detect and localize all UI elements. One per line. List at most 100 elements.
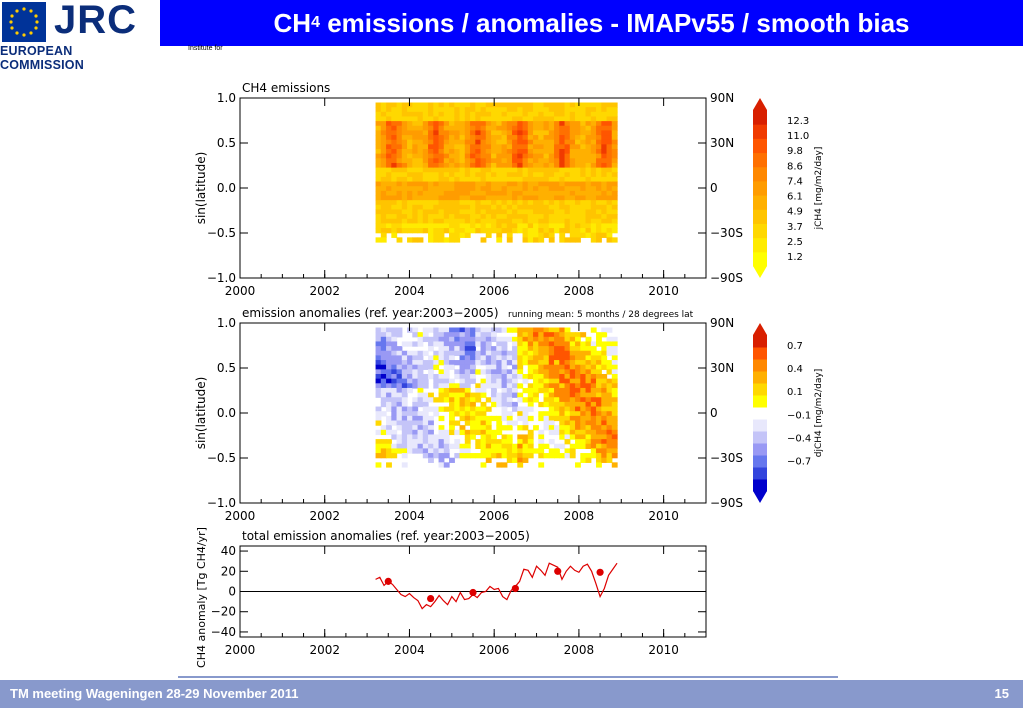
anom-field-cell <box>412 360 419 366</box>
anom-field-cell <box>580 453 587 459</box>
anom-field-cell <box>512 387 518 394</box>
emis-field-cell <box>601 144 608 150</box>
anom-field-cell <box>596 425 602 431</box>
emis-field-cell <box>538 223 545 229</box>
emis-field-cell <box>417 153 424 159</box>
emis-field-cell <box>575 158 581 164</box>
emis-colorbar-label: 6.1 <box>787 192 803 203</box>
anom-field-cell <box>517 364 524 370</box>
emis-field-cell <box>407 218 413 224</box>
anom-field-cell <box>506 434 513 440</box>
anom-field-cell <box>401 355 408 361</box>
anom-field-cell <box>375 420 382 426</box>
anom-field-cell <box>412 406 419 412</box>
emis-field-cell <box>443 130 450 136</box>
emis-field-cell <box>386 158 392 164</box>
emis-field-cell <box>501 176 508 183</box>
anom-field-cell <box>401 406 408 412</box>
emis-field-cell <box>412 144 419 150</box>
slide-title: CH 4 emissions / anomalies - IMAPv55 / sm… <box>160 0 1023 46</box>
emis-field-cell <box>464 135 471 141</box>
anom-field-cell <box>464 341 471 347</box>
emis-field-cell <box>501 228 508 234</box>
anom-field-cell <box>596 401 602 408</box>
emis-field-cell <box>475 204 482 211</box>
emis-field-cell <box>554 200 560 206</box>
emis-field-cell <box>438 214 445 220</box>
anom-field-cell <box>559 420 566 426</box>
anom-field-cell <box>433 434 440 440</box>
emis-field-cell <box>386 228 392 234</box>
emis-field-cell <box>422 200 429 206</box>
emis-field-cell <box>475 209 482 215</box>
emis-field-cell <box>538 237 545 243</box>
anom-field-cell <box>506 360 513 366</box>
anom-field-cell <box>580 429 587 436</box>
anom-field-cell <box>438 346 445 352</box>
emis-field-cell <box>417 218 424 224</box>
emis-field-cell <box>412 139 419 145</box>
emis-field-cell <box>548 228 555 234</box>
emis-field-cell <box>506 232 513 238</box>
emis-field-cell <box>480 204 487 211</box>
emis-field-cell <box>454 228 461 234</box>
anom-field-cell <box>433 411 440 417</box>
emis-field-cell <box>449 130 455 136</box>
emis-field-cell <box>522 209 529 215</box>
emis-field-cell <box>564 125 571 131</box>
anom-field-cell <box>585 355 592 361</box>
anom-field-cell <box>543 392 550 398</box>
anom-field-cell <box>433 360 440 366</box>
emis-field-cell <box>449 204 455 211</box>
emis-field-cell <box>569 181 576 187</box>
anom-field-cell <box>407 406 413 412</box>
anom-field-cell <box>396 439 403 445</box>
emis-colorbar-label: 9.8 <box>787 146 803 157</box>
anom-field-cell <box>386 406 392 412</box>
emis-field-cell <box>601 102 608 108</box>
anom-field-cell <box>401 387 408 394</box>
emis-field-cell <box>396 209 403 215</box>
footer-line <box>178 676 838 678</box>
anom-field-cell <box>417 425 424 431</box>
anom-field-cell <box>475 443 482 449</box>
emis-field-cell <box>449 149 455 155</box>
emis-field-cell <box>485 158 492 164</box>
emis-field-cell <box>459 162 466 169</box>
anom-field-cell <box>548 453 555 459</box>
anom-field-cell <box>496 378 503 384</box>
jrc-logo: JRC EUROPEAN COMMISSION <box>0 0 160 72</box>
anom-field-cell <box>554 383 560 389</box>
anom-field-cell <box>470 336 476 343</box>
emis-field-cell <box>575 214 581 220</box>
anom-field-cell <box>538 387 545 394</box>
anom-field-cell <box>491 360 497 366</box>
anom-field-cell <box>412 448 419 454</box>
anom-field-cell <box>501 415 508 422</box>
anom-field-cell <box>412 425 419 431</box>
anom-field-cell <box>422 448 429 454</box>
anom-field-cell <box>527 401 534 408</box>
anom-field-cell <box>596 392 602 398</box>
anom-field-cell <box>417 350 424 356</box>
logo-jrc-text: JRC <box>54 0 138 42</box>
emis-colorbar-swatch <box>753 166 767 182</box>
anom-field-cell <box>438 355 445 361</box>
anom-field-cell <box>464 434 471 440</box>
emis-field-cell <box>501 204 508 211</box>
anom-field-cell <box>480 453 487 459</box>
anom-field-cell <box>548 369 555 375</box>
emis-field-cell <box>517 121 524 127</box>
anom-field-cell <box>512 378 518 384</box>
emis-field-cell <box>485 176 492 183</box>
anom-field-cell <box>575 364 581 370</box>
emis-field-cell <box>422 195 429 201</box>
emis-field-cell <box>512 121 518 127</box>
anom-field-cell <box>407 448 413 454</box>
anom-field-cell <box>596 439 602 445</box>
emis-field-cell <box>590 204 597 211</box>
anom-field-cell <box>412 383 419 389</box>
anom-field-cell <box>464 420 471 426</box>
emis-field-cell <box>396 153 403 159</box>
emis-field-cell <box>438 144 445 150</box>
